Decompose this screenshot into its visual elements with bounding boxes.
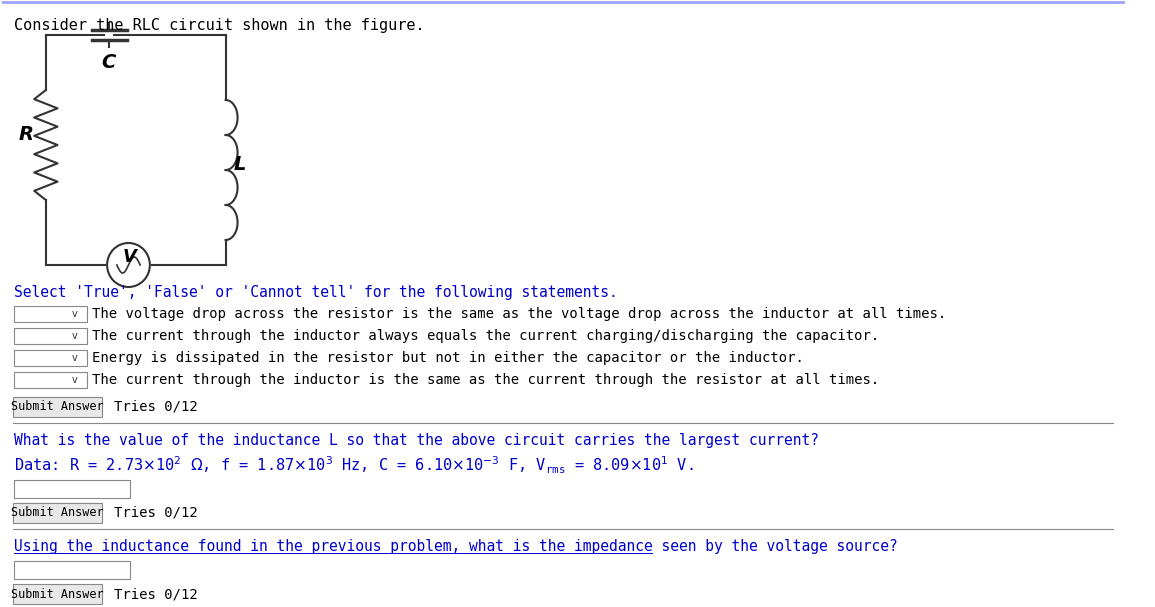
- Text: Select 'True', 'False' or 'Cannot tell' for the following statements.: Select 'True', 'False' or 'Cannot tell' …: [14, 285, 618, 300]
- FancyBboxPatch shape: [14, 372, 87, 388]
- Text: Energy is dissipated in the resistor but not in either the capacitor or the indu: Energy is dissipated in the resistor but…: [91, 351, 804, 365]
- Text: Tries 0/12: Tries 0/12: [114, 587, 198, 601]
- Text: The current through the inductor is the same as the current through the resistor: The current through the inductor is the …: [91, 373, 879, 387]
- FancyBboxPatch shape: [14, 350, 87, 366]
- Text: Tries 0/12: Tries 0/12: [114, 506, 198, 520]
- FancyBboxPatch shape: [13, 397, 103, 417]
- Text: V: V: [122, 248, 136, 266]
- Text: Submit Answer: Submit Answer: [12, 506, 104, 520]
- Text: The current through the inductor always equals the current charging/discharging : The current through the inductor always …: [91, 329, 879, 343]
- Text: Data: R = 2.73$\times$10$^2$ $\Omega$, f = 1.87$\times$10$^3$ Hz, C = 6.10$\time: Data: R = 2.73$\times$10$^2$ $\Omega$, f…: [14, 455, 693, 476]
- Text: L: L: [233, 155, 246, 174]
- FancyBboxPatch shape: [14, 480, 131, 498]
- Text: Using the inductance found in the previous problem, what is the impedance seen b: Using the inductance found in the previo…: [14, 539, 897, 554]
- FancyBboxPatch shape: [14, 328, 87, 344]
- Text: R: R: [18, 126, 33, 144]
- FancyBboxPatch shape: [13, 584, 103, 604]
- FancyBboxPatch shape: [14, 306, 87, 322]
- Text: Consider the RLC circuit shown in the figure.: Consider the RLC circuit shown in the fi…: [14, 18, 424, 33]
- Text: What is the value of the inductance L so that the above circuit carries the larg: What is the value of the inductance L so…: [14, 433, 819, 448]
- Text: Submit Answer: Submit Answer: [12, 401, 104, 413]
- Text: v: v: [72, 353, 77, 363]
- Text: C: C: [102, 53, 116, 72]
- Text: Tries 0/12: Tries 0/12: [114, 400, 198, 414]
- Text: v: v: [72, 309, 77, 319]
- FancyBboxPatch shape: [13, 503, 103, 523]
- Text: v: v: [72, 375, 77, 385]
- Text: Submit Answer: Submit Answer: [12, 588, 104, 600]
- Text: v: v: [72, 331, 77, 341]
- FancyBboxPatch shape: [14, 561, 131, 579]
- Text: The voltage drop across the resistor is the same as the voltage drop across the : The voltage drop across the resistor is …: [91, 307, 946, 321]
